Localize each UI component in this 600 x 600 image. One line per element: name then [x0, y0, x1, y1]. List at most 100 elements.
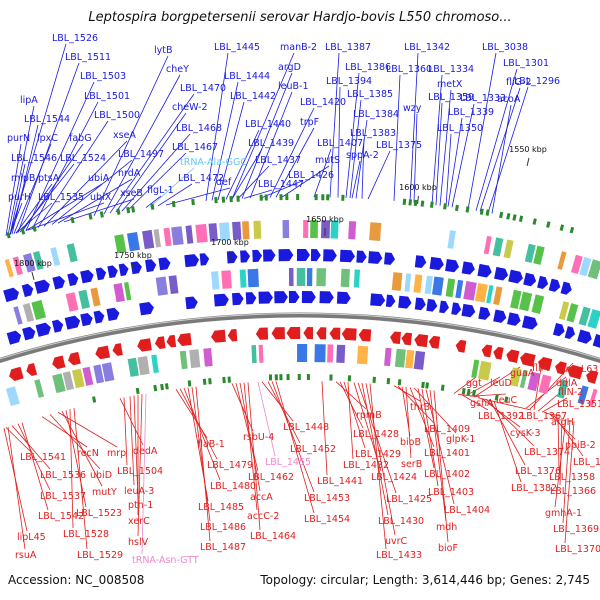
gene-label-forward: tRNA-Ala-GGC	[180, 157, 247, 168]
cog-category-block	[533, 245, 545, 265]
feature-marker	[286, 374, 290, 381]
reverse-gene-arrow	[9, 366, 24, 381]
leader-line	[93, 55, 169, 217]
forward-gene-arrow	[278, 249, 294, 262]
kbp-tick-label: 1750 kbp	[114, 251, 152, 260]
gene-label-reverse: LBL_1536	[40, 470, 86, 481]
gene-label-reverse: LBL_1428	[353, 429, 399, 440]
gene-label-forward: LBL_1420	[300, 97, 346, 108]
leader-line	[231, 52, 295, 200]
leader-line	[21, 422, 49, 511]
feature-marker	[569, 226, 575, 234]
reverse-gene-arrow	[555, 361, 567, 375]
gene-label-reverse: ubiD	[90, 470, 112, 481]
leader-line	[37, 120, 109, 228]
forward-gene-arrow	[356, 250, 367, 263]
cog-category-block	[66, 243, 78, 263]
gene-label-reverse: LBL_1351	[557, 399, 600, 410]
gene-label-reverse: LBL_1433	[376, 550, 422, 561]
gene-label-reverse: accA	[250, 492, 273, 503]
cog-category-block	[474, 283, 488, 303]
feature-marker	[413, 199, 418, 207]
forward-gene-arrow	[523, 272, 537, 287]
gene-label-reverse: serB	[401, 459, 422, 470]
gene-label-forward: cheW-2	[172, 102, 208, 113]
gene-label-reverse: LBL_1537	[40, 491, 86, 502]
feature-marker	[326, 194, 330, 201]
cog-category-block	[492, 237, 504, 257]
gene-label-reverse: LBL_1441	[317, 476, 363, 487]
cog-category-block	[493, 286, 503, 306]
gene-label-reverse: LBL_1366	[550, 486, 596, 497]
leader-line	[465, 376, 501, 396]
leader-line	[489, 399, 526, 466]
leader-line	[27, 202, 105, 231]
feature-marker	[504, 396, 509, 403]
gene-label-forward: LBL_1440	[245, 119, 291, 130]
kbp-tick-label: 1650 kbp	[306, 215, 344, 224]
gene-label-forward: LBL_1526	[52, 33, 98, 44]
reverse-gene-arrow	[52, 355, 66, 370]
gene-label-forward: manB-2	[280, 42, 317, 53]
gene-label-reverse: mrp	[107, 448, 126, 459]
reverse-gene-arrow	[329, 327, 341, 340]
forward-gene-arrow	[592, 334, 600, 349]
gene-label-forward: LBL_1501	[84, 91, 130, 102]
gene-label-reverse: LBL_1464	[250, 531, 296, 542]
gene-label-forward: LBL_1360	[386, 64, 432, 75]
gene-label-forward: def	[216, 177, 232, 188]
gene-label-reverse: LBL_1367	[521, 411, 567, 422]
leader-line	[123, 397, 128, 466]
gene-label-reverse: LBL_1486	[200, 522, 246, 533]
gene-label-forward: argD	[278, 62, 301, 73]
cog-category-block	[587, 259, 600, 280]
gene-label-reverse: leuD	[490, 378, 512, 389]
cog-category-block	[22, 253, 36, 273]
gene-label-reverse: glpK-1	[446, 434, 475, 445]
cog-category-block	[524, 243, 536, 263]
kbp-tick-mark	[131, 263, 135, 273]
gene-label-reverse: recN	[77, 448, 99, 459]
feature-marker	[402, 198, 407, 205]
forward-gene-arrow	[426, 298, 438, 312]
forward-gene-arrow	[537, 275, 549, 289]
feature-marker	[314, 194, 318, 201]
leader-line	[211, 81, 239, 201]
gene-label-reverse: LBL_1369	[553, 524, 599, 535]
feature-marker	[171, 200, 176, 208]
cog-category-block	[211, 271, 220, 290]
feature-marker	[202, 378, 207, 385]
forward-gene-arrow	[439, 300, 449, 314]
cog-category-block	[185, 225, 194, 244]
leader-line	[281, 165, 330, 198]
forward-gene-arrow	[560, 281, 572, 295]
leader-line	[545, 412, 562, 417]
leader-line	[9, 202, 23, 235]
gene-label-forward: LBL_1445	[214, 42, 260, 53]
gene-label-reverse: LBL_1374	[524, 447, 570, 458]
leader-line	[429, 389, 447, 522]
leader-line	[103, 74, 181, 215]
cog-category-block	[168, 275, 179, 295]
cog-category-block	[483, 235, 492, 255]
gene-label-forward: ptsA	[38, 173, 60, 184]
gene-label-reverse: LBL_1541	[20, 452, 66, 463]
leader-line	[243, 189, 273, 199]
leader-line	[5, 143, 22, 236]
gene-label-forward: leuB-1	[278, 81, 309, 92]
feature-marker	[236, 195, 240, 202]
gene-label-reverse: LBL_1382	[511, 483, 557, 494]
forward-gene-arrow	[258, 291, 273, 304]
feature-marker	[268, 374, 273, 381]
gene-label-reverse: LBL_1528	[63, 529, 109, 540]
cog-category-block	[503, 239, 514, 259]
cog-category-block	[486, 285, 494, 304]
leader-line	[13, 143, 52, 234]
leader-line	[541, 397, 568, 413]
gene-label-reverse: lipL45	[17, 532, 46, 543]
leader-line	[417, 388, 435, 469]
cog-category-block	[510, 289, 522, 309]
cog-category-block	[340, 268, 350, 288]
leader-line	[431, 74, 443, 205]
forward-gene-arrow	[245, 292, 257, 305]
